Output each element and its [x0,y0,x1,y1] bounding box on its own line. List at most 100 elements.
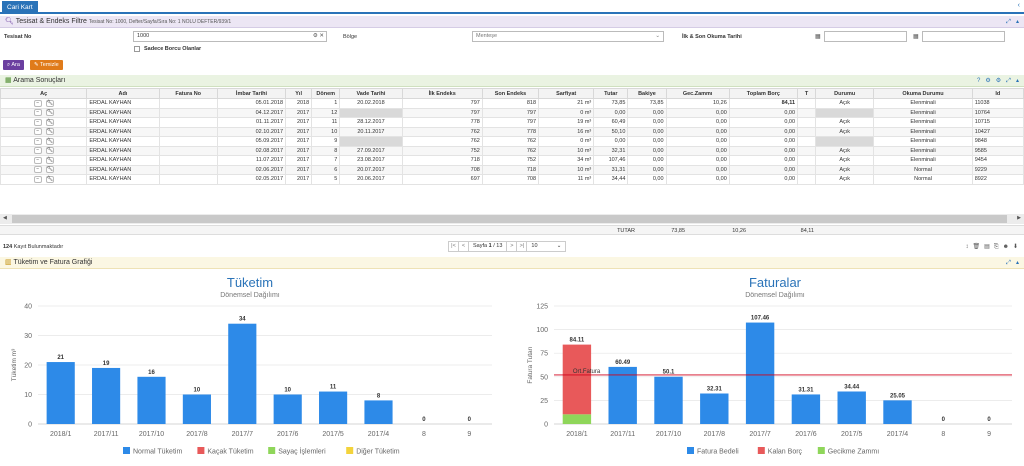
ara-button[interactable]: ⌕ Ara [3,60,24,70]
column-header[interactable]: Gec.Zammı [665,88,730,99]
gear-icon[interactable]: ⚙ ✕ [312,33,324,39]
legend-swatch [123,447,130,454]
wrench-icon[interactable]: 🔧︎ [45,166,54,174]
column-header[interactable]: Adı [86,88,160,99]
bolge-select[interactable]: Menteşe ⌄ [472,31,664,42]
calendar-icon[interactable]: ▦ [815,34,821,40]
tesisat-input[interactable]: 1000 ⚙ ✕ [133,31,327,42]
borclu-checkbox[interactable] [134,46,140,52]
scroll-right-icon[interactable]: ▶ [1017,215,1021,221]
column-header[interactable]: Okuma Durumu [873,88,973,99]
data-label: 19 [103,361,110,367]
collapse-row-icon[interactable]: − [33,128,42,136]
user-icon[interactable]: ☻ [1002,244,1009,250]
wrench-icon[interactable]: 🔧︎ [45,99,54,107]
table-row[interactable]: − 🔧︎ ERDAL KAYHAN 05.09.2017 2017 9 762 762 0 m³… [0,136,1024,147]
table-row[interactable]: − 🔧︎ ERDAL KAYHAN 02.06.2017 2017 6 20.07.2017… [0,164,1024,175]
column-header[interactable]: Dönem [311,88,341,99]
row-actions: − 🔧︎ [0,107,88,118]
column-header[interactable]: Id [971,88,1024,99]
cell-yil: 2018 [285,98,313,109]
collapse-icon[interactable]: ‹ [1017,2,1020,9]
wrench-icon[interactable]: 🔧︎ [45,175,54,183]
wrench-icon[interactable]: 🔧︎ [45,128,54,136]
cell-yil: 2017 [285,126,313,137]
table-row[interactable]: − 🔧︎ ERDAL KAYHAN 04.12.2017 2017 12 797 797 0 m… [0,107,1024,118]
page-current[interactable]: 1 [488,243,492,249]
table-row[interactable]: − 🔧︎ ERDAL KAYHAN 02.10.2017 2017 10 20.11.201… [0,126,1024,137]
collapse-row-icon[interactable]: − [33,109,42,117]
column-header[interactable]: Sarfiyat [538,88,595,99]
column-header[interactable]: Durumu [815,88,875,99]
table-row[interactable]: − 🔧︎ ERDAL KAYHAN 02.05.2017 2017 5 20.06.2017… [0,174,1024,185]
y-tick-label: 125 [536,304,548,311]
column-header[interactable]: Toplam Borç [728,88,799,99]
expand-icon[interactable]: ⤢ [1006,260,1011,266]
wrench-icon[interactable]: 🔧︎ [45,109,54,117]
cell-toplam: 0,00 [728,117,799,128]
delete-icon[interactable]: 🗑︎ [972,244,981,250]
totals-row: TUTAR 73,85 10,26 84,11 [0,225,1024,235]
table-icon: ▦ [5,77,12,84]
calendar-icon[interactable]: ▦ [913,34,919,40]
tab-cari-kart[interactable]: Cari Kart [2,1,38,14]
expand-icon[interactable]: ⤢ [1006,78,1011,84]
table-row[interactable]: − 🔧︎ ERDAL KAYHAN 05.01.2018 2018 1 20.02.2018… [0,98,1024,109]
wrench-icon[interactable]: 🔧︎ [45,118,54,126]
collapse-row-icon[interactable]: − [33,147,42,155]
collapse-panel-icon[interactable]: ▴ [1015,19,1019,25]
export-icon[interactable]: ⎘ [993,244,999,250]
column-header[interactable]: Vade Tarihi [339,88,403,99]
collapse-row-icon[interactable]: − [33,137,42,145]
document-icon[interactable]: ▤ [984,244,990,250]
cell-son: 818 [481,98,540,109]
table-row[interactable]: − 🔧︎ ERDAL KAYHAN 02.08.2017 2017 8 27.09.2017… [0,145,1024,156]
cell-id: 8922 [971,174,1024,185]
column-header[interactable]: İmbar Tarihi [216,88,287,99]
column-header[interactable]: Tutar [593,88,629,99]
cell-gec: 0,00 [665,155,730,166]
filter-subtitle: Tesisat No: 1000, Defter/Sayfa/Sıra No: … [88,19,232,25]
wrench-icon[interactable]: 🔧︎ [45,156,54,164]
help-icon[interactable]: ? [977,78,981,84]
column-header[interactable]: İlk Endeks [401,88,483,99]
collapse-row-icon[interactable]: − [33,175,42,183]
wrench-icon[interactable]: 🔧︎ [45,147,54,155]
column-header[interactable]: T [797,88,817,99]
table-row[interactable]: − 🔧︎ ERDAL KAYHAN 11.07.2017 2017 7 23.08.2017… [0,155,1024,166]
scroll-left-icon[interactable]: ◀ [3,215,7,221]
collapse-row-icon[interactable]: − [33,156,42,164]
table-row[interactable]: − 🔧︎ ERDAL KAYHAN 01.11.2017 2017 11 28.12.201… [0,117,1024,128]
collapse-row-icon[interactable]: − [33,99,42,107]
end-date-input[interactable] [922,31,1005,42]
expand-icon[interactable]: ⤢ [1006,19,1011,25]
row-actions: − 🔧︎ [0,155,88,166]
collapse-panel-icon[interactable]: ▴ [1015,78,1019,84]
temizle-button[interactable]: ✎ Temizle [30,60,63,70]
cell-gec: 0,00 [665,164,730,175]
cell-toplam: 0,00 [728,164,799,175]
settings-icon[interactable]: ⚙ [985,78,991,84]
page-size-select[interactable]: 10 ⌄ [526,241,567,252]
column-header[interactable]: Bakiye [627,88,667,99]
download-icon[interactable]: ⬇ [1012,244,1018,250]
legend-label: Kaçak Tüketim [207,449,253,456]
sort-icon[interactable]: ↕ [965,244,969,250]
wrench-icon[interactable]: 🔧︎ [45,137,54,145]
column-header[interactable]: Son Endeks [481,88,540,99]
cell-toplam: 84,11 [728,98,799,109]
legend-swatch [817,447,825,454]
collapse-row-icon[interactable]: − [33,118,42,126]
x-tick-label: 8 [422,431,426,438]
column-header[interactable]: Aç [0,88,88,99]
horizontal-scrollbar[interactable]: ◀ ▶ [0,214,1024,224]
collapse-panel-icon[interactable]: ▴ [1015,260,1019,266]
gear-icon[interactable]: ⚙ [995,78,1002,84]
start-date-input[interactable] [824,31,907,42]
scroll-thumb[interactable] [12,215,1007,223]
column-header[interactable]: Fatura No [158,88,218,99]
data-label: 60.49 [615,360,631,366]
collapse-row-icon[interactable]: − [33,166,42,174]
cell-id: 10427 [971,126,1024,137]
column-header[interactable]: Yıl [285,88,313,99]
